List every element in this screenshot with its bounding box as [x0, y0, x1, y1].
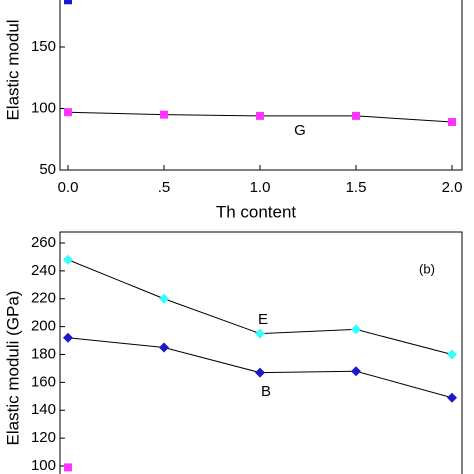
y-tick-label: 200: [31, 318, 56, 335]
point: [64, 108, 72, 117]
y-tick-label: 120: [31, 429, 56, 446]
x-axis-label: Th content: [216, 202, 297, 221]
point: [255, 328, 265, 339]
point: [255, 367, 265, 378]
y-tick-label: 220: [31, 290, 56, 307]
annotation: E: [258, 311, 268, 328]
point: [351, 324, 361, 335]
plot-frame: [59, 0, 463, 171]
y-tick-label: 150: [31, 38, 56, 55]
y-axis-label: Elastic moduli (GPa): [3, 291, 22, 446]
annotation: (b): [419, 261, 435, 276]
plot-frame: [59, 231, 463, 474]
point: [447, 349, 457, 360]
y-tick-label: 100: [31, 457, 56, 474]
point: [159, 342, 169, 353]
y-tick-label: 100: [31, 99, 56, 116]
y-tick-label: 260: [31, 234, 56, 251]
x-tick-label: 2.0: [442, 179, 463, 196]
x-tick-label: 1.5: [346, 179, 367, 196]
point: [160, 110, 168, 119]
point: [63, 332, 73, 343]
y-tick-label: 240: [31, 262, 56, 279]
point: [448, 118, 456, 127]
annotation: B: [261, 383, 271, 400]
point: [64, 463, 72, 472]
point: [351, 366, 361, 377]
point: [64, 0, 72, 5]
y-tick-label: 160: [31, 373, 56, 390]
y-axis-label: Elastic modul: [3, 19, 22, 120]
point: [256, 111, 264, 120]
annotation: G: [294, 122, 306, 139]
x-tick-label: 0.0: [58, 179, 79, 196]
x-tick-label: 1.0: [250, 179, 271, 196]
x-tick-label: .5: [158, 179, 171, 196]
series-line: [67, 259, 453, 355]
point: [159, 293, 169, 304]
y-tick-label: 140: [31, 401, 56, 418]
point: [63, 254, 73, 265]
point: [447, 392, 457, 403]
y-tick-label: 50: [39, 161, 56, 178]
point: [352, 111, 360, 120]
y-tick-label: 180: [31, 345, 56, 362]
